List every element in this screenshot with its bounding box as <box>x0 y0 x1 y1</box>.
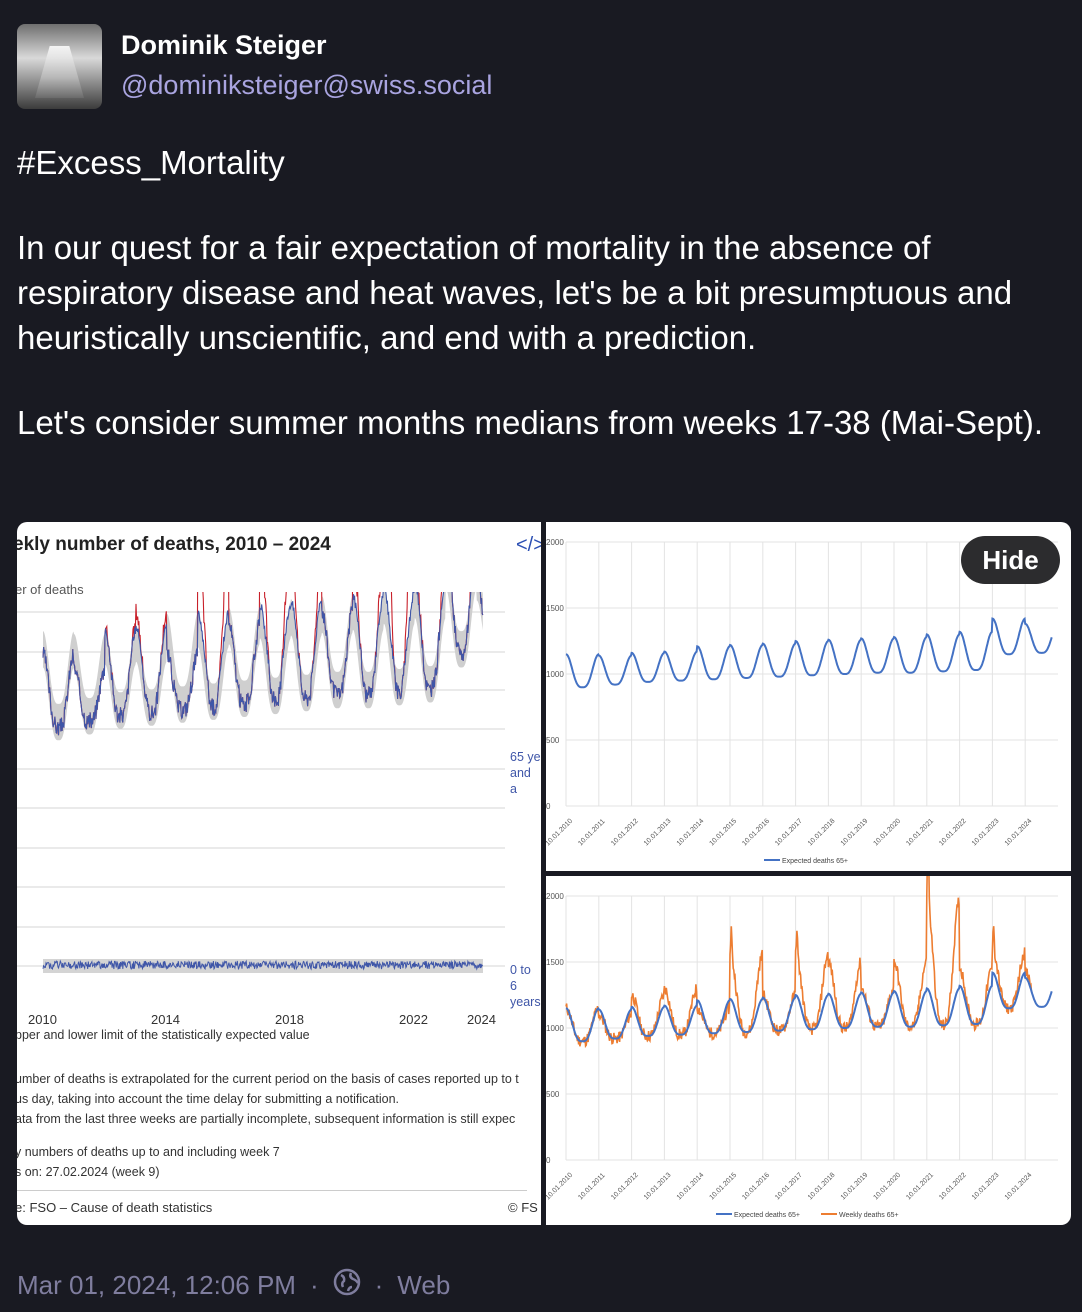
y-tick-label: 500 <box>546 1090 560 1099</box>
x-tick-label: 10.01.2015 <box>708 1172 738 1202</box>
post-timestamp[interactable]: Mar 01, 2024, 12:06 PM <box>17 1270 296 1300</box>
hide-media-button[interactable]: Hide <box>961 536 1060 584</box>
series-label-65plus: 65 ye and a <box>510 750 541 796</box>
posted-via-app[interactable]: Web <box>397 1270 451 1300</box>
x-tick-label: 10.01.2012 <box>610 1172 640 1202</box>
x-tick-label: 10.01.2012 <box>610 818 640 848</box>
x-tick-label: 2022 <box>399 1012 428 1027</box>
expected-range-band <box>43 592 483 741</box>
fso-chart-plot <box>17 592 505 973</box>
x-tick-label: 10.01.2013 <box>643 1172 673 1202</box>
media-image-weekly-vs-expected[interactable]: 0 500 1000 1500 2000 10.01.2010 10.01.2011 10.0… <box>546 876 1071 1225</box>
y-tick-label: 500 <box>546 736 560 745</box>
x-tick-label: 2024 <box>467 1012 496 1027</box>
avatar-image <box>35 46 84 98</box>
display-name[interactable]: Dominik Steiger <box>121 30 327 60</box>
series-line-expected-deaths <box>565 970 1053 1043</box>
x-tick-label: 10.01.2019 <box>840 818 870 848</box>
x-tick-label: 10.01.2024 <box>1004 818 1034 848</box>
x-tick-label: 10.01.2022 <box>938 818 968 848</box>
copyright-text: © FS <box>508 1200 538 1215</box>
x-tick-label: 10.01.2022 <box>938 1172 968 1202</box>
x-tick-label: 10.01.2017 <box>774 1172 804 1202</box>
post-footer: Mar 01, 2024, 12:06 PM · · Web <box>17 1268 450 1303</box>
x-tick-label: 10.01.2015 <box>708 818 738 848</box>
y-axis-label: er of deaths <box>17 582 84 597</box>
y-tick-label: 1000 <box>546 1024 564 1033</box>
x-tick-label: 10.01.2016 <box>741 1172 771 1202</box>
x-tick-label: 10.01.2021 <box>905 1172 935 1202</box>
separator: · <box>309 1270 319 1300</box>
x-tick-label: 10.01.2013 <box>643 818 673 848</box>
series-label-0-64: 0 to 6 years <box>510 963 541 1009</box>
x-tick-label: 10.01.2021 <box>905 818 935 848</box>
chart-note: s on: 27.02.2024 (week 9) <box>17 1165 160 1179</box>
globe-icon <box>333 1268 361 1303</box>
legend-label: Expected deaths 65+ <box>782 858 848 865</box>
y-tick-label: 1500 <box>546 604 564 613</box>
y-tick-label: 0 <box>546 1156 551 1165</box>
x-tick-label: 2014 <box>151 1012 180 1027</box>
x-tick-label: 10.01.2014 <box>676 818 706 848</box>
x-tick-label: 2018 <box>275 1012 304 1027</box>
y-tick-label: 0 <box>546 802 551 811</box>
avatar[interactable] <box>17 24 102 109</box>
x-tick-label: 10.01.2018 <box>807 1172 837 1202</box>
chart-title: ekly number of deaths, 2010 – 2024 <box>17 534 331 555</box>
series-line-65plus <box>42 592 484 736</box>
series-line-weekly-deaths <box>565 876 1033 1049</box>
y-tick-label: 2000 <box>546 892 564 901</box>
post-paragraph: Let's consider summer months medians fro… <box>17 404 1044 441</box>
legend-note: pper and lower limit of the statisticall… <box>17 1028 310 1042</box>
post-header: Dominik Steiger @dominiksteiger@swiss.so… <box>17 24 1057 110</box>
x-tick-label: 10.01.2010 <box>546 1172 574 1202</box>
x-tick-label: 10.01.2019 <box>840 1172 870 1202</box>
y-tick-label: 1500 <box>546 958 564 967</box>
media-image-fso-chart[interactable]: ekly number of deaths, 2010 – 2024 </> e… <box>17 522 541 1225</box>
series-line-0-64 <box>42 959 483 971</box>
x-tick-label: 10.01.2014 <box>676 1172 706 1202</box>
post-paragraph: In our quest for a fair expectation of m… <box>17 229 1013 356</box>
legend-label: Expected deaths 65+ <box>734 1212 800 1219</box>
post-content: #Excess_Mortality In our quest for a fai… <box>17 140 1057 445</box>
x-tick-label: 10.01.2017 <box>774 818 804 848</box>
y-tick-label: 1000 <box>546 670 564 679</box>
x-tick-label: 10.01.2011 <box>577 818 606 847</box>
x-tick-label: 10.01.2023 <box>971 818 1001 848</box>
x-tick-label: 2010 <box>28 1012 57 1027</box>
chart-note: ata from the last three weeks are partia… <box>17 1112 516 1126</box>
x-tick-label: 10.01.2018 <box>807 818 837 848</box>
separator: · <box>374 1270 384 1300</box>
source-text: e: FSO – Cause of death statistics <box>17 1200 213 1215</box>
legend-label: Weekly deaths 65+ <box>839 1212 899 1219</box>
x-tick-label: 10.01.2020 <box>872 818 902 848</box>
account-handle[interactable]: @dominiksteiger@swiss.social <box>121 70 493 100</box>
x-tick-label: 10.01.2020 <box>872 1172 902 1202</box>
x-tick-label: 10.01.2010 <box>546 818 574 848</box>
media-gallery: ekly number of deaths, 2010 – 2024 </> e… <box>17 522 1071 1225</box>
x-tick-label: 10.01.2023 <box>971 1172 1001 1202</box>
chart-note: y numbers of deaths up to and including … <box>17 1145 280 1159</box>
divider <box>17 1190 527 1191</box>
y-tick-label: 2000 <box>546 538 564 547</box>
chart-note: umber of deaths is extrapolated for the … <box>17 1072 519 1086</box>
series-line-expected-deaths <box>565 616 1053 689</box>
chart-note: us day, taking into account the time del… <box>17 1092 400 1106</box>
x-tick-label: 10.01.2024 <box>1004 1172 1034 1202</box>
x-tick-label: 10.01.2011 <box>577 1172 606 1201</box>
embed-code-icon: </> <box>516 534 541 556</box>
hashtag-link[interactable]: #Excess_Mortality <box>17 144 285 181</box>
x-tick-label: 10.01.2016 <box>741 818 771 848</box>
